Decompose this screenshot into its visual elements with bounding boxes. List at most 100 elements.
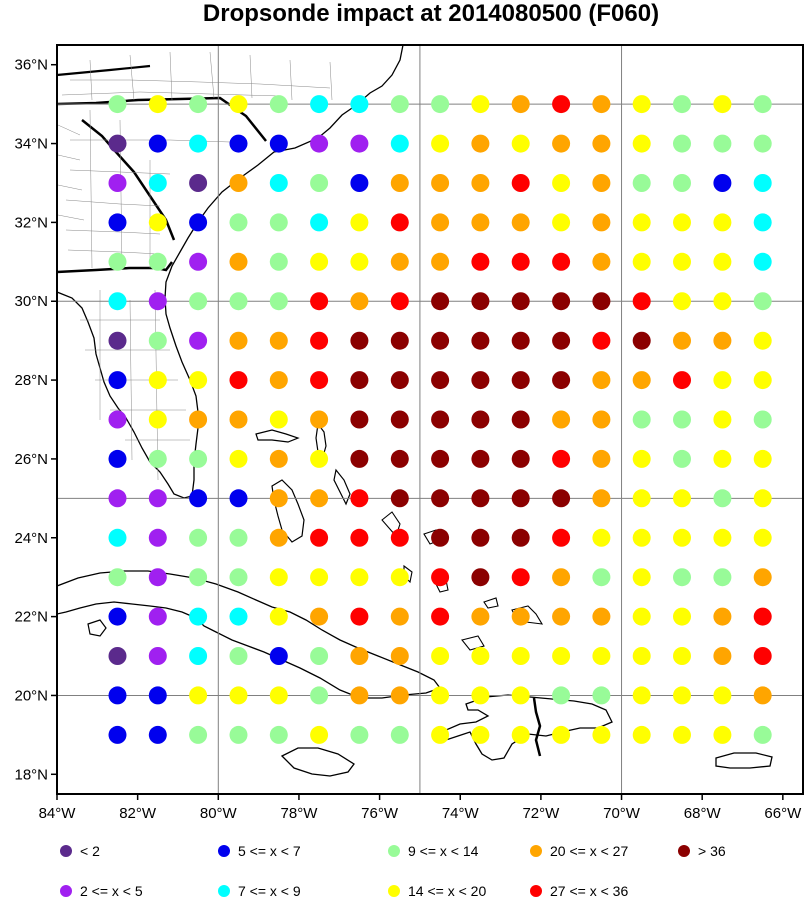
impact-dot [390, 292, 409, 311]
impact-dot [592, 449, 611, 468]
impact-dot [713, 252, 732, 271]
impact-dot [108, 95, 127, 114]
impact-dot [350, 647, 369, 665]
x-tick-label: 80°W [200, 805, 238, 822]
impact-dot [390, 95, 409, 114]
legend-swatch [388, 845, 400, 857]
land-layer [57, 45, 773, 777]
impact-dot [148, 252, 167, 271]
impact-dot [673, 213, 691, 232]
y-tick-label: 36°N [14, 57, 48, 74]
impact-dot [511, 292, 530, 311]
impact-dot [189, 686, 208, 705]
legend-label: 20 <= x < 27 [550, 843, 628, 859]
impact-dot [632, 686, 651, 705]
impact-dot [108, 568, 127, 587]
impact-dot [592, 95, 611, 114]
impact-dot [592, 489, 611, 508]
impact-dot [390, 528, 409, 547]
legend-swatch [60, 885, 72, 897]
impact-dot [592, 371, 611, 390]
nc-sc-border [57, 96, 267, 142]
impact-dot [753, 292, 772, 311]
impact-dot [592, 292, 611, 311]
impact-dot [269, 725, 288, 744]
impact-dot [269, 607, 288, 626]
impact-dot [511, 489, 530, 508]
legend-label: 27 <= x < 36 [550, 883, 628, 899]
impact-dot [269, 213, 288, 232]
impact-dot [350, 292, 369, 311]
impact-dot [390, 371, 409, 390]
impact-dot [673, 725, 691, 744]
impact-dot [229, 95, 248, 114]
impact-dot [431, 489, 450, 508]
impact-dot [229, 371, 248, 390]
impact-dot [310, 252, 329, 271]
impact-dot [390, 568, 409, 587]
impact-dot [713, 568, 732, 587]
legend-label: > 36 [698, 843, 726, 859]
impact-dot [229, 449, 248, 468]
impact-dot [189, 174, 208, 192]
impact-dot [632, 331, 651, 350]
impact-dot [552, 134, 571, 153]
impact-dot [753, 489, 772, 508]
impact-dot [552, 725, 571, 744]
impact-dot [673, 528, 691, 547]
impact-dot [189, 252, 208, 271]
impact-dot [148, 607, 167, 626]
impact-dot [471, 528, 490, 547]
impact-dot [189, 292, 208, 311]
impact-dot [431, 607, 450, 626]
impact-dot [471, 647, 490, 665]
impact-dot [350, 725, 369, 744]
impact-dot [471, 489, 490, 508]
impact-dot [552, 95, 571, 114]
impact-dot [148, 568, 167, 587]
impact-dot [269, 449, 288, 468]
impact-dot [108, 134, 127, 153]
impact-dot [632, 134, 651, 153]
impact-dot [229, 528, 248, 547]
impact-dot [511, 134, 530, 153]
impact-dot [673, 647, 691, 665]
impact-dot [350, 213, 369, 232]
impact-dot [108, 331, 127, 350]
impact-dot [431, 331, 450, 350]
impact-dot [269, 134, 288, 153]
impact-dot [269, 528, 288, 547]
impact-dot [390, 252, 409, 271]
impact-dot [471, 371, 490, 390]
impact-dot [108, 489, 127, 508]
impact-dot [471, 449, 490, 468]
impact-dot [269, 686, 288, 705]
impact-dot [511, 607, 530, 626]
legend-swatch [530, 845, 542, 857]
impact-dot [592, 213, 611, 232]
impact-dot [229, 568, 248, 587]
x-tick-label: 76°W [361, 805, 399, 822]
impact-dot [713, 647, 732, 665]
impact-dot [229, 174, 248, 192]
impact-dot [229, 292, 248, 311]
impact-dot [592, 725, 611, 744]
impact-dot [148, 134, 167, 153]
impact-dot [189, 528, 208, 547]
impact-dot [310, 213, 329, 232]
impact-dot [753, 449, 772, 468]
bahamas-islet-4 [461, 635, 485, 651]
impact-dot [229, 607, 248, 626]
impact-dot [552, 331, 571, 350]
impact-dot [108, 213, 127, 232]
impact-dot [310, 528, 329, 547]
impact-dot [148, 292, 167, 311]
impact-dot [431, 371, 450, 390]
impact-dot [632, 292, 651, 311]
impact-dot [632, 725, 651, 744]
impact-dot [552, 686, 571, 705]
impact-dot [713, 489, 732, 508]
y-tick-label: 30°N [14, 293, 48, 310]
impact-dot [511, 528, 530, 547]
impact-dot [673, 686, 691, 705]
